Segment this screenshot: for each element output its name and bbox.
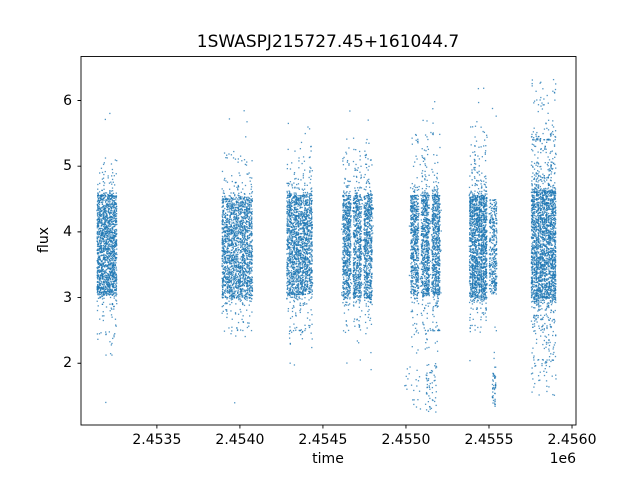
chart-title: 1SWASPJ215727.45+161044.7 (196, 32, 460, 52)
y-tick-label: 4 (63, 223, 72, 240)
y-tick-label: 3 (63, 289, 72, 306)
y-tick-label: 6 (63, 92, 72, 109)
x-axis-label: time (312, 451, 344, 467)
x-axis-offset-label: 1e6 (549, 451, 576, 467)
x-tick-label: 2.4560 (547, 432, 597, 448)
y-tick-label: 5 (63, 158, 72, 175)
x-tick-label: 2.4540 (215, 432, 265, 448)
x-tick-label: 2.4535 (132, 432, 182, 448)
x-tick-label: 2.4550 (381, 432, 431, 448)
x-tick-label: 2.4545 (298, 432, 348, 448)
x-tick-label: 2.4555 (464, 432, 514, 448)
y-axis-label: flux (36, 227, 52, 253)
y-tick-label: 2 (63, 355, 72, 372)
